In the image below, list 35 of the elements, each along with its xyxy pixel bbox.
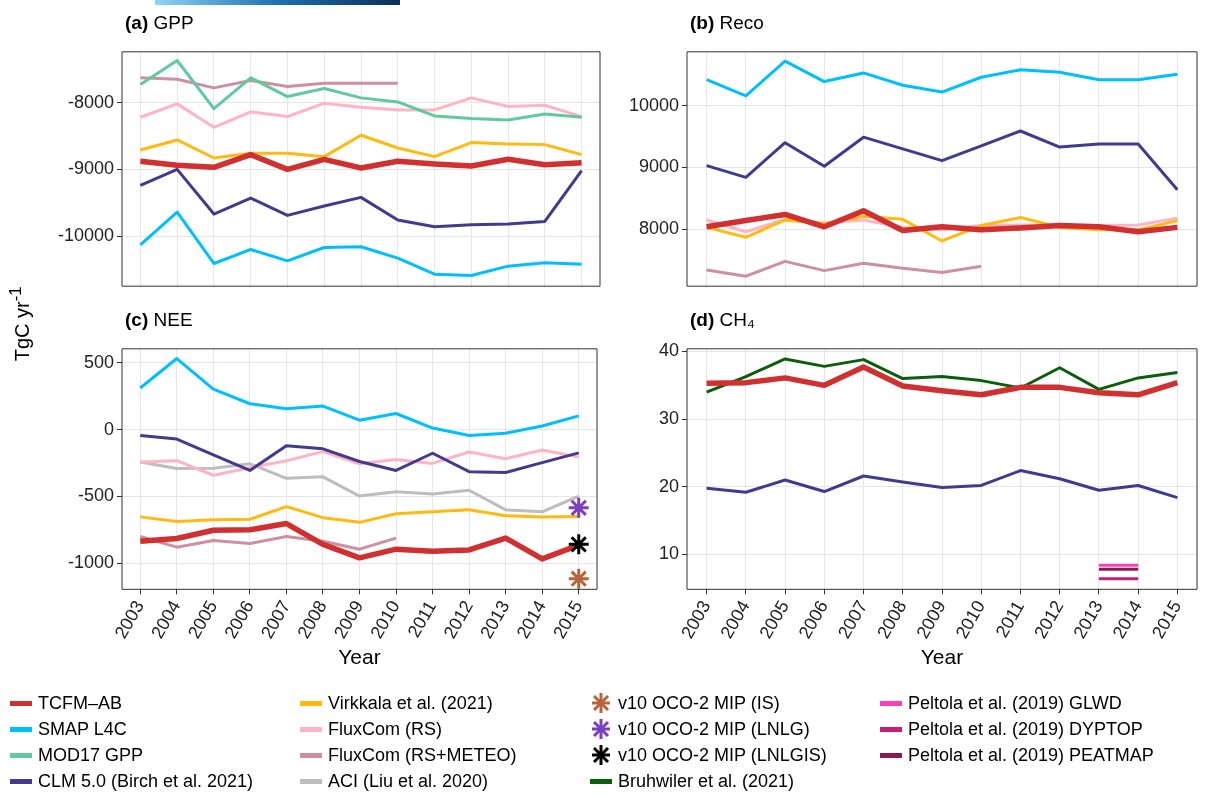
legend-label: FluxCom (RS) bbox=[328, 718, 443, 740]
y-tick-label: 20 bbox=[658, 475, 679, 496]
legend-label: Peltola et al. (2019) DYPTOP bbox=[908, 718, 1143, 740]
legend-label: Bruhwiler et al. (2021) bbox=[618, 770, 795, 792]
chart-title: (b) Reco bbox=[690, 12, 764, 33]
legend-label: ACI (Liu et al. 2020) bbox=[328, 770, 489, 792]
x-axis-title: Year bbox=[920, 645, 964, 669]
y-tick-label: 10 bbox=[658, 543, 679, 564]
y-tick-label: 0 bbox=[103, 418, 114, 439]
legend-label: TCFM–AB bbox=[38, 692, 123, 714]
y-tick-label: -9000 bbox=[67, 158, 114, 179]
legend-label: v10 OCO-2 MIP (IS) bbox=[618, 692, 780, 714]
y-tick-label: 8000 bbox=[638, 218, 679, 239]
y-tick-label: 500 bbox=[83, 351, 114, 372]
legend-label: Peltola et al. (2019) PEATMAP bbox=[908, 744, 1154, 766]
y-tick-label: 30 bbox=[658, 408, 679, 429]
chart-title: (d) CH₄ bbox=[690, 309, 755, 330]
y-tick-label: 9000 bbox=[638, 156, 679, 177]
legend-label: MOD17 GPP bbox=[38, 744, 144, 766]
y-tick-label: 10000 bbox=[628, 94, 679, 115]
chart-title: (c) NEE bbox=[125, 309, 193, 330]
legend-label: FluxCom (RS+METEO) bbox=[328, 744, 517, 766]
x-axis-title: Year bbox=[338, 645, 381, 669]
legend-label: Virkkala et al. (2021) bbox=[328, 692, 493, 714]
legend-label: v10 OCO-2 MIP (LNLGIS) bbox=[618, 744, 827, 766]
legend-label: Peltola et al. (2019) GLWD bbox=[908, 692, 1122, 714]
y-tick-label: -500 bbox=[77, 485, 114, 506]
y-tick-label: 40 bbox=[658, 340, 679, 361]
chart-title: (a) GPP bbox=[125, 12, 194, 33]
legend-label: SMAP L4C bbox=[38, 718, 127, 740]
legend-label: CLM 5.0 (Birch et al. 2021) bbox=[38, 770, 254, 792]
y-tick-label: -8000 bbox=[67, 91, 114, 112]
legend-label: v10 OCO-2 MIP (LNLG) bbox=[618, 718, 810, 740]
y-tick-label: -1000 bbox=[67, 552, 114, 573]
y-tick-label: -10000 bbox=[57, 225, 114, 246]
